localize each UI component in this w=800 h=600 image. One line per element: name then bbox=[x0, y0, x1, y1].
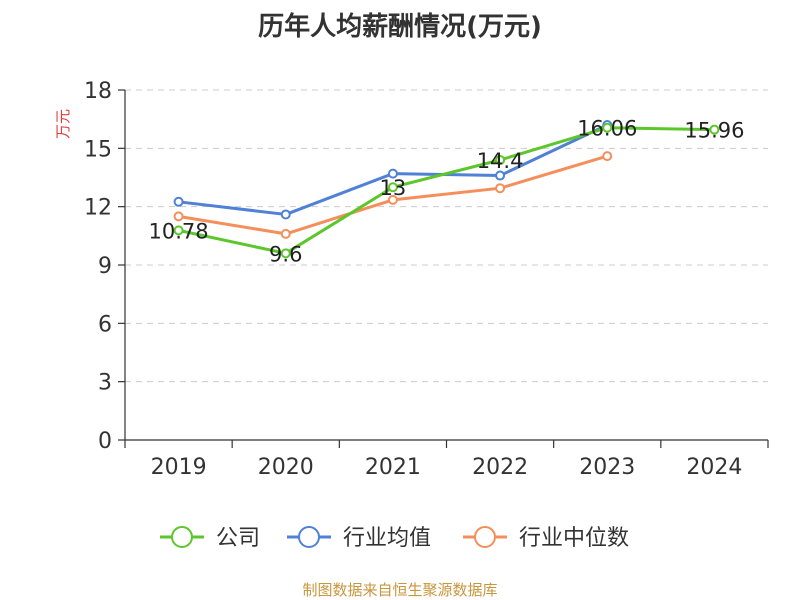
data-label: 15.96 bbox=[684, 119, 744, 143]
data-point bbox=[602, 151, 613, 162]
y-tick-label: 18 bbox=[84, 79, 112, 104]
y-tick-label: 15 bbox=[84, 137, 112, 162]
y-tick-label: 12 bbox=[84, 196, 112, 221]
data-label: 10.78 bbox=[149, 219, 209, 243]
series-points bbox=[173, 120, 720, 259]
data-point bbox=[495, 155, 506, 165]
data-point bbox=[173, 225, 184, 236]
data-point bbox=[173, 211, 184, 222]
data-labels: 10.78 9.6 13 14.4 16.06 15.96 bbox=[149, 117, 745, 267]
data-point bbox=[280, 248, 291, 259]
y-tick-label: 3 bbox=[98, 371, 112, 396]
data-label: 14.4 bbox=[477, 149, 524, 173]
x-tick-label: 2020 bbox=[258, 455, 314, 480]
y-axis-label: 万元 bbox=[54, 109, 72, 139]
data-point bbox=[495, 170, 506, 181]
x-tick-label: 2022 bbox=[472, 455, 528, 480]
data-point bbox=[173, 196, 184, 207]
chart-title: 历年人均薪酬情况(万元) bbox=[258, 11, 542, 42]
y-tick-labels: 0 3 6 9 12 15 18 bbox=[84, 79, 112, 454]
data-label: 16.06 bbox=[577, 117, 637, 141]
legend-label: 公司 bbox=[216, 526, 260, 551]
series-line-0 bbox=[178, 126, 715, 255]
data-label: 13 bbox=[380, 176, 407, 200]
y-tick-label: 6 bbox=[98, 312, 112, 337]
y-tick-label: 0 bbox=[98, 429, 112, 454]
x-tick-labels: 2019 2020 2021 2022 2023 2024 bbox=[151, 455, 743, 480]
x-tick-label: 2023 bbox=[579, 455, 635, 480]
series-lines bbox=[178, 123, 715, 255]
data-point bbox=[280, 209, 291, 220]
legend-marker bbox=[298, 526, 320, 548]
legend-marker bbox=[474, 526, 496, 548]
data-point bbox=[387, 168, 398, 179]
data-point bbox=[602, 122, 613, 133]
legend-marker bbox=[171, 526, 193, 548]
legend-label: 行业中位数 bbox=[519, 526, 629, 551]
data-point bbox=[280, 228, 291, 239]
y-tick-label: 9 bbox=[98, 254, 112, 279]
x-tick-label: 2021 bbox=[365, 455, 421, 480]
data-point bbox=[709, 124, 720, 135]
data-point bbox=[495, 183, 506, 194]
legend-label: 行业均值 bbox=[343, 526, 431, 551]
x-tick-label: 2019 bbox=[151, 455, 207, 480]
data-label: 9.6 bbox=[269, 242, 302, 266]
x-tick-label: 2024 bbox=[686, 455, 742, 480]
grid-lines bbox=[125, 89, 768, 383]
data-point bbox=[387, 182, 398, 193]
source-note: 制图数据来自恒生聚源数据库 bbox=[302, 581, 497, 599]
axes bbox=[118, 89, 769, 448]
data-point bbox=[387, 194, 398, 205]
legend: 公司 行业均值 行业中位数 bbox=[160, 526, 629, 551]
